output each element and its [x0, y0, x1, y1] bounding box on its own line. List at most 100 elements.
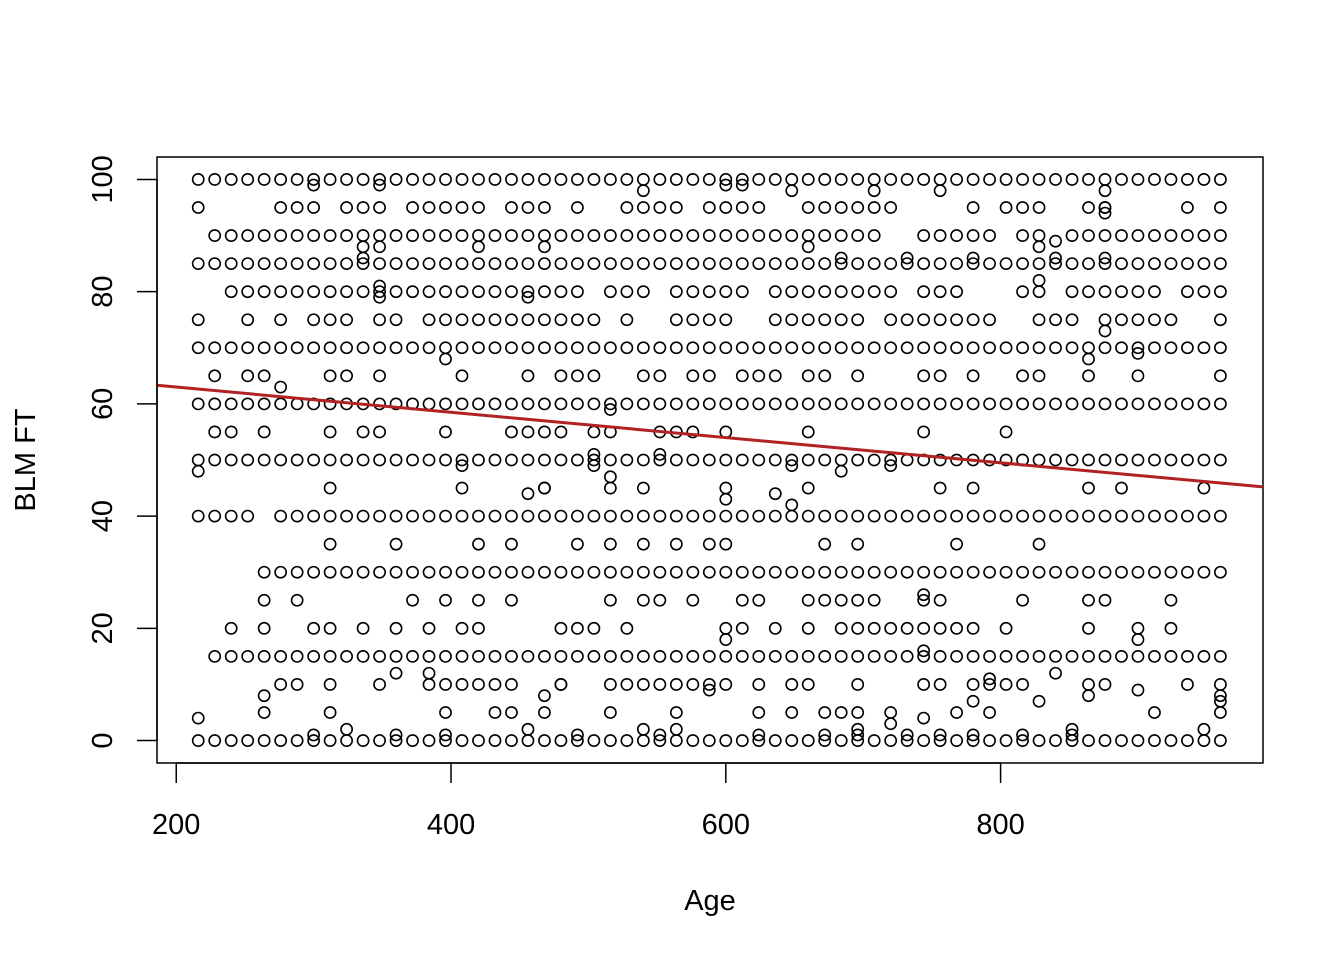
- data-point: [455, 565, 469, 579]
- data-point: [422, 313, 436, 327]
- data-point: [538, 425, 551, 439]
- data-point: [801, 509, 815, 523]
- data-point: [884, 649, 898, 663]
- data-point: [439, 565, 452, 579]
- data-point: [933, 728, 947, 742]
- data-point: [669, 678, 683, 691]
- data-point: [1098, 341, 1112, 355]
- data-point: [917, 678, 931, 691]
- data-point: [1016, 734, 1029, 747]
- data-point: [1065, 509, 1079, 523]
- data-point: [950, 537, 964, 551]
- data-point: [323, 453, 337, 467]
- data-point: [785, 453, 799, 467]
- data-point: [933, 313, 947, 327]
- data-point: [603, 470, 617, 484]
- data-point: [554, 678, 568, 691]
- data-point: [1164, 453, 1178, 467]
- data-point: [752, 706, 766, 719]
- data-point: [768, 649, 782, 663]
- data-point: [274, 397, 288, 411]
- data-point: [208, 425, 222, 439]
- data-point: [373, 425, 386, 439]
- data-point: [439, 728, 452, 742]
- data-point: [933, 173, 947, 186]
- data-point: [834, 257, 848, 271]
- data-point: [917, 734, 931, 747]
- data-point: [1148, 285, 1161, 299]
- data-point: [505, 285, 518, 299]
- data-point: [290, 285, 304, 299]
- data-point: [1148, 734, 1161, 747]
- data-point: [571, 201, 584, 214]
- data-point: [274, 285, 288, 299]
- data-point: [224, 425, 238, 439]
- data-point: [224, 734, 238, 747]
- data-point: [834, 251, 848, 265]
- data-point: [735, 369, 749, 383]
- data-point: [653, 565, 667, 579]
- data-point: [472, 285, 485, 299]
- data-point: [340, 229, 353, 242]
- data-point: [587, 313, 601, 327]
- data-point: [966, 694, 980, 708]
- data-point: [636, 285, 650, 299]
- data-point: [1214, 734, 1227, 747]
- data-point: [719, 257, 733, 271]
- data-point: [1016, 229, 1029, 242]
- data-point: [1131, 621, 1145, 635]
- data-point: [389, 728, 403, 742]
- data-point: [422, 173, 436, 186]
- data-point: [1214, 173, 1227, 186]
- data-point: [917, 397, 931, 411]
- data-point: [241, 257, 255, 271]
- data-point: [818, 369, 832, 383]
- data-point: [389, 509, 403, 523]
- data-point: [818, 728, 832, 742]
- data-point: [571, 285, 584, 299]
- data-point: [917, 644, 931, 658]
- data-point: [603, 706, 617, 719]
- data-point: [603, 678, 617, 691]
- data-point: [571, 537, 584, 551]
- data-point: [1082, 678, 1095, 691]
- data-point: [323, 537, 337, 551]
- data-point: [785, 565, 799, 579]
- data-point: [933, 678, 947, 691]
- data-point: [686, 565, 700, 579]
- data-point: [422, 565, 436, 579]
- data-point: [719, 537, 733, 551]
- data-point: [884, 257, 898, 271]
- data-point: [455, 341, 469, 355]
- data-point: [768, 341, 782, 355]
- data-point: [389, 173, 403, 186]
- data-point: [323, 734, 337, 747]
- data-point: [653, 201, 667, 214]
- data-point: [785, 257, 799, 271]
- data-point: [472, 240, 485, 254]
- data-point: [653, 341, 667, 355]
- data-point: [274, 257, 288, 271]
- data-point: [340, 173, 353, 186]
- data-point: [274, 380, 288, 394]
- data-point: [488, 285, 502, 299]
- data-point: [323, 229, 337, 242]
- data-point: [208, 734, 222, 747]
- data-point: [653, 728, 667, 742]
- data-point: [1181, 678, 1194, 691]
- data-point: [290, 678, 304, 691]
- data-point: [373, 178, 386, 192]
- data-point: [620, 341, 634, 355]
- data-point: [686, 593, 700, 607]
- data-point: [257, 565, 271, 579]
- data-point: [389, 621, 403, 635]
- data-point: [538, 285, 551, 299]
- data-point: [768, 229, 782, 242]
- data-point: [406, 201, 419, 214]
- data-point: [1181, 509, 1194, 523]
- data-point: [1065, 341, 1079, 355]
- data-point: [422, 229, 436, 242]
- data-point: [505, 425, 518, 439]
- data-point: [669, 649, 683, 663]
- data-point: [768, 285, 782, 299]
